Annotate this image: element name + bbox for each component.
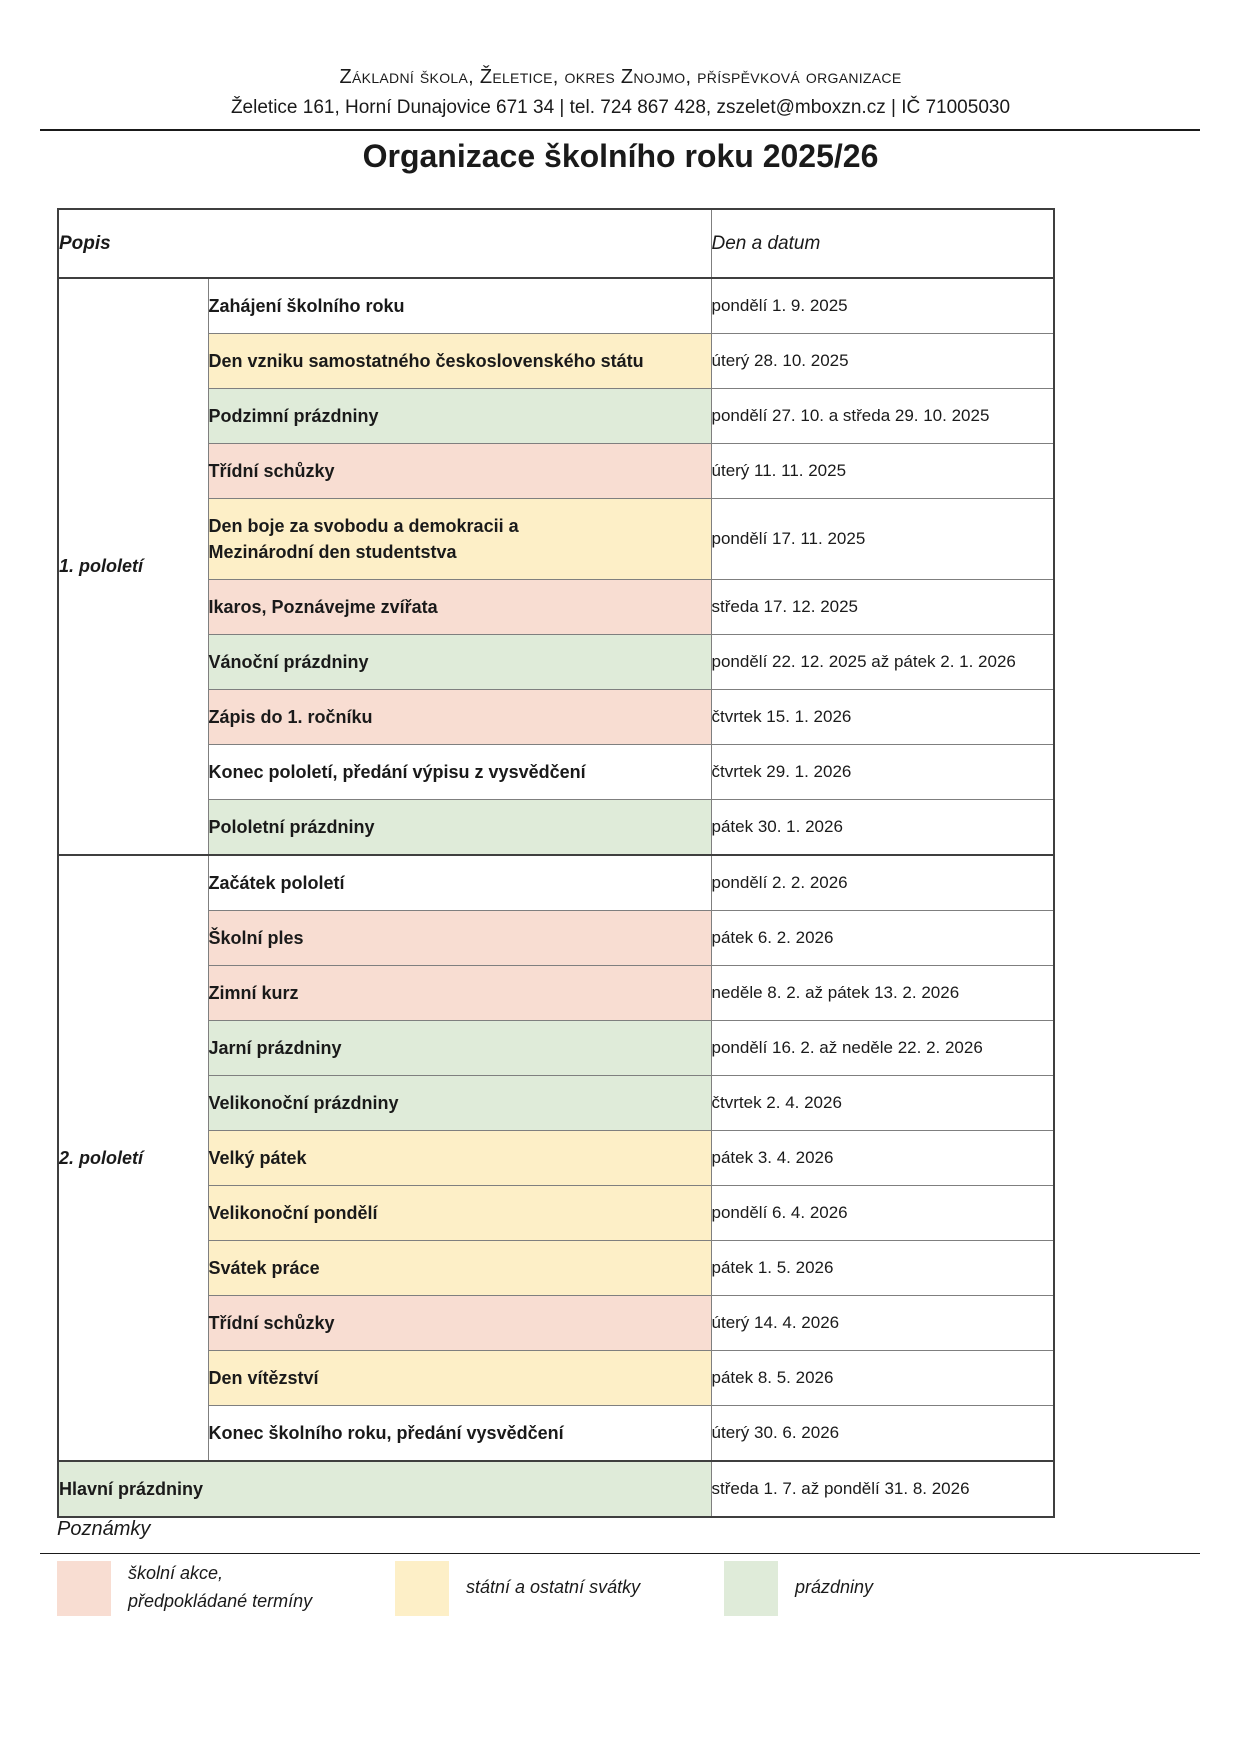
event-date-cell: pátek 30. 1. 2026 <box>710 799 1055 856</box>
event-description-cell: Konec školního roku, předání vysvědčení <box>207 1405 712 1462</box>
event-description-cell: Den boje za svobodu a demokracii a Mezin… <box>207 498 712 580</box>
event-date-cell: úterý 28. 10. 2025 <box>710 333 1055 389</box>
event-description-cell: Zimní kurz <box>207 965 712 1021</box>
event-date-cell: pondělí 22. 12. 2025 až pátek 2. 1. 2026 <box>710 634 1055 690</box>
event-date-cell: čtvrtek 29. 1. 2026 <box>710 744 1055 800</box>
event-description-cell: Začátek pololetí <box>207 854 712 911</box>
event-description-cell: Pololetní prázdniny <box>207 799 712 856</box>
table-row: Třídní schůzky úterý 14. 4. 2026 <box>58 1295 1055 1351</box>
event-date-cell: úterý 14. 4. 2026 <box>710 1295 1055 1351</box>
table-row: Velikonoční pondělí pondělí 6. 4. 2026 <box>58 1185 1055 1241</box>
event-description-cell: Konec pololetí, předání výpisu z vysvědč… <box>207 744 712 800</box>
event-date-cell: pondělí 27. 10. a středa 29. 10. 2025 <box>710 388 1055 444</box>
legend-item: státní a ostatní svátky <box>395 1560 640 1616</box>
event-description-cell: Zápis do 1. ročníku <box>207 689 712 745</box>
event-date-cell: pondělí 2. 2. 2026 <box>710 854 1055 911</box>
table-row: Konec pololetí, předání výpisu z vysvědč… <box>58 744 1055 800</box>
event-description-cell: Vánoční prázdniny <box>207 634 712 690</box>
table-row: Třídní schůzky úterý 11. 11. 2025 <box>58 443 1055 499</box>
table-row: Zápis do 1. ročníku čtvrtek 15. 1. 2026 <box>58 689 1055 745</box>
event-description-cell: Velký pátek <box>207 1130 712 1186</box>
table-row: Svátek práce pátek 1. 5. 2026 <box>58 1240 1055 1296</box>
legend-item: prázdniny <box>724 1560 873 1616</box>
event-description-cell: Den vzniku samostatného československého… <box>207 333 712 389</box>
table-row: Ikaros, Poznávejme zvířata středa 17. 12.… <box>58 579 1055 635</box>
event-description-cell: Den vítězství <box>207 1350 712 1406</box>
event-date-cell: úterý 11. 11. 2025 <box>710 443 1055 499</box>
table-row: Konec školního roku, předání vysvědčení ú… <box>58 1405 1055 1462</box>
legend-label: státní a ostatní svátky <box>466 1577 641 1598</box>
table-row: Školní ples pátek 6. 2. 2026 <box>58 910 1055 966</box>
event-date-cell: pátek 3. 4. 2026 <box>710 1130 1055 1186</box>
event-date-cell: čtvrtek 15. 1. 2026 <box>710 689 1055 745</box>
event-date-cell: pondělí 6. 4. 2026 <box>710 1185 1055 1241</box>
legend-swatch-holiday <box>724 1560 778 1616</box>
header-divider <box>40 129 1200 131</box>
event-date-cell: pondělí 17. 11. 2025 <box>710 498 1055 580</box>
event-date-cell: středa 17. 12. 2025 <box>710 579 1055 635</box>
table-row: 1. pololetí Zahájení školního roku pondělí… <box>57 277 1055 856</box>
notes-title: Poznámky <box>57 1518 151 1540</box>
event-description-cell: Velikonoční pondělí <box>207 1185 712 1241</box>
event-date-cell: pátek 6. 2. 2026 <box>710 910 1055 966</box>
table-row: Den boje za svobodu a demokracii a Mezin… <box>58 498 1055 580</box>
table-row: 2. pololetí Začátek pololetí pondělí 2. 2.… <box>57 854 1055 1462</box>
org-name: Základní škola, Želetice, okres Znojmo, … <box>339 66 902 88</box>
table-row: Jarní prázdniny pondělí 16. 2. až neděle … <box>58 1020 1055 1076</box>
event-date-cell: pondělí 1. 9. 2025 <box>710 277 1055 334</box>
table-row: Velikonoční prázdniny čtvrtek 2. 4. 2026 <box>58 1075 1055 1131</box>
page-title: Organizace školního roku 2025/26 <box>362 138 879 174</box>
legend-item: školní akce, předpokládané termíny <box>57 1560 312 1616</box>
table-row: Vánoční prázdniny pondělí 22. 12. 2025 až… <box>58 634 1055 690</box>
event-date-cell: neděle 8. 2. až pátek 13. 2. 2026 <box>710 965 1055 1021</box>
legend: školní akce, předpokládané termíny státní… <box>0 1560 1241 1618</box>
group-label: 2. pololetí <box>57 854 209 1462</box>
notes-divider <box>40 1553 1200 1554</box>
event-date-cell: středa 1. 7. až pondělí 31. 8. 2026 <box>710 1460 1055 1518</box>
table-row: Den vítězství pátek 8. 5. 2026 <box>58 1350 1055 1406</box>
event-description-cell: Ikaros, Poznávejme zvířata <box>207 579 712 635</box>
column-header-den: Den a datum <box>710 208 1055 279</box>
table-row: Velký pátek pátek 3. 4. 2026 <box>58 1130 1055 1186</box>
table-row: Podzimní prázdniny pondělí 27. 10. a stře… <box>58 388 1055 444</box>
table-header-row: Popis Den a datum <box>57 208 1055 279</box>
schedule-table: Popis Den a datum 1. pololetí Zahájení šk… <box>57 208 1056 1518</box>
event-description-cell: Jarní prázdniny <box>207 1020 712 1076</box>
org-address: Želetice 161, Horní Dunajovice 671 34 | … <box>230 97 1011 118</box>
summer-holidays-row: Hlavní prázdniny středa 1. 7. až pondělí … <box>57 1460 1055 1518</box>
schedule-body: Popis Den a datum 1. pololetí Zahájení šk… <box>57 208 1055 1518</box>
event-description-cell: Zahájení školního roku <box>207 277 712 334</box>
event-description-cell: Velikonoční prázdniny <box>207 1075 712 1131</box>
legend-swatch-state_holiday <box>395 1560 449 1616</box>
event-description-cell: Třídní schůzky <box>207 443 712 499</box>
group-label: 1. pololetí <box>57 277 209 856</box>
table-row: Zimní kurz neděle 8. 2. až pátek 13. 2. 2… <box>58 965 1055 1021</box>
event-description-cell: Svátek práce <box>207 1240 712 1296</box>
event-date-cell: pátek 1. 5. 2026 <box>710 1240 1055 1296</box>
legend-label: školní akce, předpokládané termíny <box>128 1563 313 1611</box>
event-date-cell: čtvrtek 2. 4. 2026 <box>710 1075 1055 1131</box>
event-date-cell: pondělí 16. 2. až neděle 22. 2. 2026 <box>710 1020 1055 1076</box>
event-description-cell: Hlavní prázdniny <box>57 1460 712 1518</box>
event-date-cell: pátek 8. 5. 2026 <box>710 1350 1055 1406</box>
table-row: Pololetní prázdniny pátek 30. 1. 2026 <box>58 799 1055 856</box>
column-header-popis: Popis <box>57 208 712 279</box>
table-row: Den vzniku samostatného československého… <box>58 333 1055 389</box>
legend-label: prázdniny <box>795 1577 874 1598</box>
event-description-cell: Školní ples <box>207 910 712 966</box>
legend-swatch-event <box>57 1560 111 1616</box>
event-description-cell: Třídní schůzky <box>207 1295 712 1351</box>
event-date-cell: úterý 30. 6. 2026 <box>710 1405 1055 1462</box>
event-description-cell: Podzimní prázdniny <box>207 388 712 444</box>
